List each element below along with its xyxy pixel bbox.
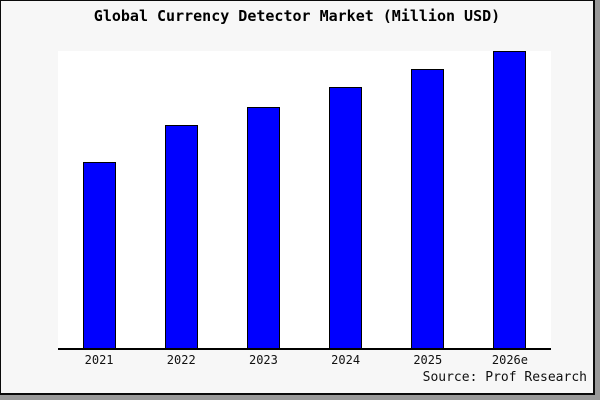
bar-2025 <box>411 68 445 348</box>
bar-slot <box>222 51 304 348</box>
bars-container <box>58 51 551 348</box>
bar-slot <box>387 51 469 348</box>
bar-2023 <box>246 106 280 348</box>
bar-slot <box>305 51 387 348</box>
bar-2021 <box>82 162 116 348</box>
bar-2024 <box>329 86 363 348</box>
x-axis-labels: 2021 2022 2023 2024 2025 2026e <box>58 353 551 367</box>
bar-slot <box>140 51 222 348</box>
x-tick-label-2022: 2022 <box>166 353 196 367</box>
x-tick-label-2024: 2024 <box>331 353 361 367</box>
plot-area <box>58 51 551 350</box>
chart-title: Global Currency Detector Market (Million… <box>93 7 501 25</box>
bar-slot <box>58 51 140 348</box>
x-tick-label-2023: 2023 <box>248 353 278 367</box>
x-tick-label-2026e: 2026e <box>491 353 528 367</box>
bar-2026e <box>493 51 527 348</box>
bar-slot <box>469 51 551 348</box>
x-tick-label-2021: 2021 <box>84 353 114 367</box>
source-credit: Source: Prof Research <box>422 370 587 385</box>
x-tick-label-2025: 2025 <box>413 353 443 367</box>
chart-canvas: Global Currency Detector Market (Million… <box>0 0 595 395</box>
bar-2022 <box>164 125 198 348</box>
